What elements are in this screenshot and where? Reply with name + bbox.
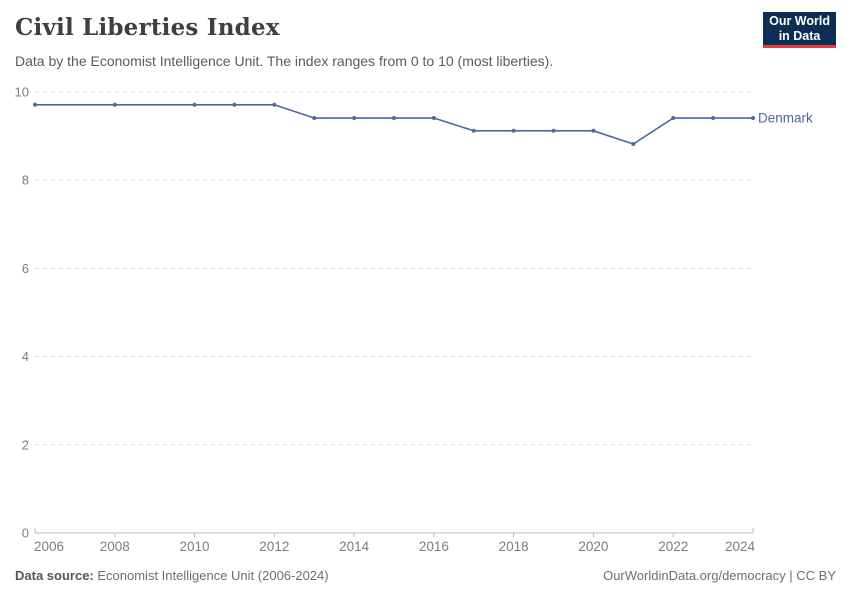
y-tick-label: 8 bbox=[22, 173, 29, 188]
y-tick-label: 10 bbox=[15, 85, 29, 100]
y-tick-label: 4 bbox=[22, 349, 29, 364]
data-point[interactable] bbox=[751, 116, 755, 121]
x-tick-label: 2008 bbox=[100, 539, 130, 554]
data-point[interactable] bbox=[352, 116, 357, 121]
owid-logo-line2: in Data bbox=[778, 29, 821, 43]
x-tick-label: 2010 bbox=[180, 539, 210, 554]
y-tick-label: 0 bbox=[22, 526, 29, 541]
x-tick-label: 2014 bbox=[339, 539, 370, 554]
data-point[interactable] bbox=[272, 102, 277, 107]
data-point[interactable] bbox=[631, 142, 636, 147]
data-point[interactable] bbox=[392, 116, 396, 121]
chart-title: Civil Liberties Index bbox=[15, 14, 280, 41]
footer-separator: | bbox=[785, 568, 797, 583]
data-source-text: Economist Intelligence Unit (2006-2024) bbox=[93, 568, 329, 583]
x-tick-label: 2012 bbox=[259, 539, 289, 554]
data-point[interactable] bbox=[511, 128, 516, 133]
data-point[interactable] bbox=[312, 116, 317, 121]
data-point[interactable] bbox=[192, 102, 197, 107]
x-tick-label: 2020 bbox=[578, 539, 608, 554]
y-tick-label: 6 bbox=[22, 261, 29, 276]
x-tick-label: 2018 bbox=[499, 539, 529, 554]
x-tick-label: 2016 bbox=[419, 539, 449, 554]
data-point[interactable] bbox=[551, 128, 556, 133]
data-point[interactable] bbox=[232, 102, 237, 107]
license-link[interactable]: CC BY bbox=[796, 568, 836, 583]
chart-footer: Data source: Economist Intelligence Unit… bbox=[15, 568, 836, 583]
data-source-note: Data source: Economist Intelligence Unit… bbox=[15, 568, 329, 583]
data-point[interactable] bbox=[671, 116, 676, 121]
x-tick-label: 2022 bbox=[658, 539, 688, 554]
data-point[interactable] bbox=[112, 102, 117, 107]
entity-label-denmark[interactable]: Denmark bbox=[758, 111, 813, 126]
x-tick-label: 2024 bbox=[725, 539, 756, 554]
owid-logo-line1: Our World bbox=[769, 14, 830, 28]
chart-subtitle: Data by the Economist Intelligence Unit.… bbox=[15, 53, 554, 69]
data-point[interactable] bbox=[711, 116, 716, 121]
data-point[interactable] bbox=[431, 116, 436, 121]
series-line-denmark bbox=[35, 103, 753, 145]
data-point[interactable] bbox=[471, 128, 476, 133]
y-tick-label: 2 bbox=[22, 437, 29, 452]
owid-url-link[interactable]: OurWorldinData.org/democracy bbox=[603, 568, 786, 583]
footer-links: OurWorldinData.org/democracy | CC BY bbox=[603, 568, 836, 583]
x-tick-label: 2006 bbox=[34, 539, 64, 554]
owid-logo[interactable]: Our World in Data bbox=[763, 12, 836, 48]
data-source-label: Data source: bbox=[15, 568, 94, 583]
data-point[interactable] bbox=[591, 128, 596, 133]
data-point[interactable] bbox=[33, 102, 37, 107]
